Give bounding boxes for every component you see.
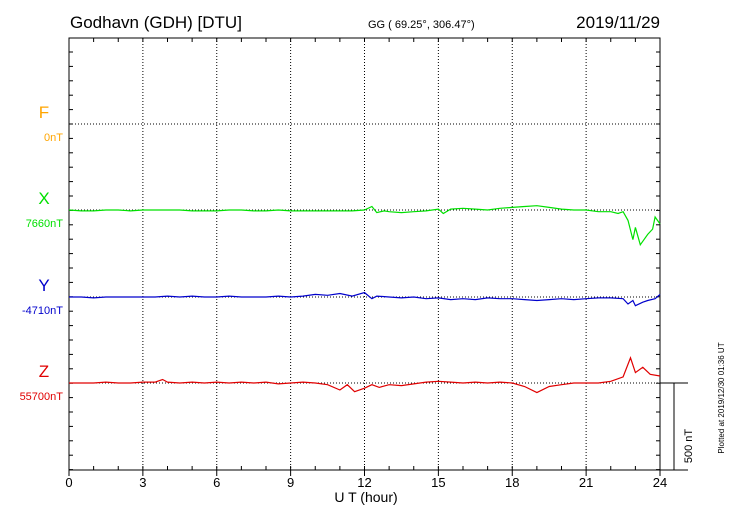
series-name-x: X xyxy=(38,189,49,208)
x-axis-ticks: 0 3 6 9 12 15 18 21 24 xyxy=(65,38,667,490)
x-tick-label: 3 xyxy=(139,475,146,490)
series-name-z: Z xyxy=(39,362,49,381)
grid-lines xyxy=(69,38,660,470)
station-coords: GG ( 69.25°, 306.47°) xyxy=(368,19,475,31)
x-tick-label: 0 xyxy=(65,475,72,490)
scale-bar: 500 nT xyxy=(660,382,695,471)
series-baseline-z: 55700nT xyxy=(20,391,64,403)
scale-bar-label: 500 nT xyxy=(683,429,695,464)
series-baseline-f: 0nT xyxy=(44,132,63,144)
x-tick-label: 15 xyxy=(431,475,445,490)
plot-date: 2019/11/29 xyxy=(576,13,660,32)
x-tick-label: 12 xyxy=(357,475,371,490)
series-name-y: Y xyxy=(38,276,49,295)
x-tick-label: 9 xyxy=(287,475,294,490)
series-traces xyxy=(68,205,661,394)
series-baseline-x: 7660nT xyxy=(26,218,64,230)
x-axis-title: U T (hour) xyxy=(334,489,397,505)
series-labels: F 0nT X 7660nT Y -4710nT Z 55700nT xyxy=(20,103,64,403)
x-tick-label: 24 xyxy=(653,475,667,490)
x-tick-label: 21 xyxy=(579,475,593,490)
x-tick-label: 6 xyxy=(213,475,220,490)
trace-z xyxy=(69,356,661,394)
plotted-at-note: Plotted at 2019/12/30 01:36 UT xyxy=(717,342,726,453)
series-name-f: F xyxy=(39,103,49,122)
trace-x xyxy=(68,205,661,247)
series-baseline-y: -4710nT xyxy=(22,305,63,317)
trace-y xyxy=(69,291,661,307)
station-title: Godhavn (GDH) [DTU] xyxy=(70,13,242,32)
x-tick-label: 18 xyxy=(505,475,519,490)
